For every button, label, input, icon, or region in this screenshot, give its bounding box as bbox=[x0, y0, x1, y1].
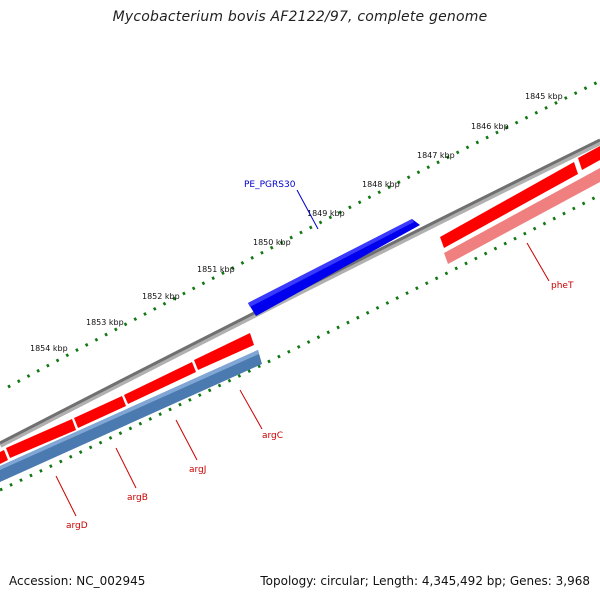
kbp-label-1851: 1851 kbp bbox=[197, 265, 235, 274]
accession-label: Accession: NC_002945 bbox=[9, 574, 146, 588]
gene-arrow-pe-pgrs30-highlight bbox=[248, 219, 414, 307]
gene-arrow-argc-red[interactable] bbox=[194, 333, 254, 370]
gene-arrow-pe-pgrs30[interactable] bbox=[248, 219, 420, 316]
gene-label-argc[interactable]: argC bbox=[262, 431, 283, 441]
outer-tick-track bbox=[7, 80, 599, 389]
gene-band-arg-steel[interactable] bbox=[0, 350, 262, 482]
genome-backbone-shadow bbox=[0, 139, 600, 448]
leader-line-argc bbox=[239, 389, 263, 430]
leader-line-pe-pgrs30 bbox=[296, 189, 319, 230]
leader-line-argd bbox=[55, 475, 77, 517]
kbp-label-1845: 1845 kbp bbox=[525, 92, 563, 101]
leader-line-argb bbox=[115, 447, 137, 489]
kbp-label-1847: 1847 kbp bbox=[417, 151, 455, 160]
gene-label-argd[interactable]: argD bbox=[66, 521, 88, 531]
gene-arrow-phet-b[interactable] bbox=[578, 146, 600, 170]
gene-band-arg-steel-highlight bbox=[0, 350, 259, 470]
gene-arrow-phet-pale[interactable] bbox=[444, 168, 600, 264]
kbp-label-1848: 1848 kbp bbox=[362, 180, 400, 189]
gene-arrow-phet-a[interactable] bbox=[440, 162, 578, 248]
leader-line-argj bbox=[175, 419, 198, 461]
map-title: Mycobacterium bovis AF2122/97, complete … bbox=[112, 9, 488, 25]
genome-summary: Topology: circular; Length: 4,345,492 bp… bbox=[260, 574, 590, 588]
gene-arrow-argj-red[interactable] bbox=[124, 362, 196, 404]
kbp-label-1852: 1852 kbp bbox=[142, 292, 180, 301]
kbp-label-1846: 1846 kbp bbox=[471, 122, 509, 131]
gene-arrow-argd-red[interactable] bbox=[6, 419, 76, 458]
kbp-label-1849: 1849 kbp bbox=[307, 209, 345, 218]
gene-label-pe-pgrs30[interactable]: PE_PGRS30 bbox=[244, 180, 296, 190]
kbp-label-1850: 1850 kbp bbox=[253, 238, 291, 247]
gene-label-argb[interactable]: argB bbox=[127, 493, 148, 503]
gene-arrow-arg-red-edge[interactable] bbox=[0, 450, 8, 464]
leader-line-phet bbox=[526, 242, 550, 282]
gene-arrow-argb-red[interactable] bbox=[74, 396, 126, 428]
kbp-label-1854: 1854 kbp bbox=[30, 344, 68, 353]
inner-tick-track bbox=[0, 193, 600, 492]
gene-label-phet[interactable]: pheT bbox=[551, 281, 574, 291]
kbp-label-1853: 1853 kbp bbox=[86, 318, 124, 327]
gene-label-argj[interactable]: argJ bbox=[189, 465, 206, 475]
